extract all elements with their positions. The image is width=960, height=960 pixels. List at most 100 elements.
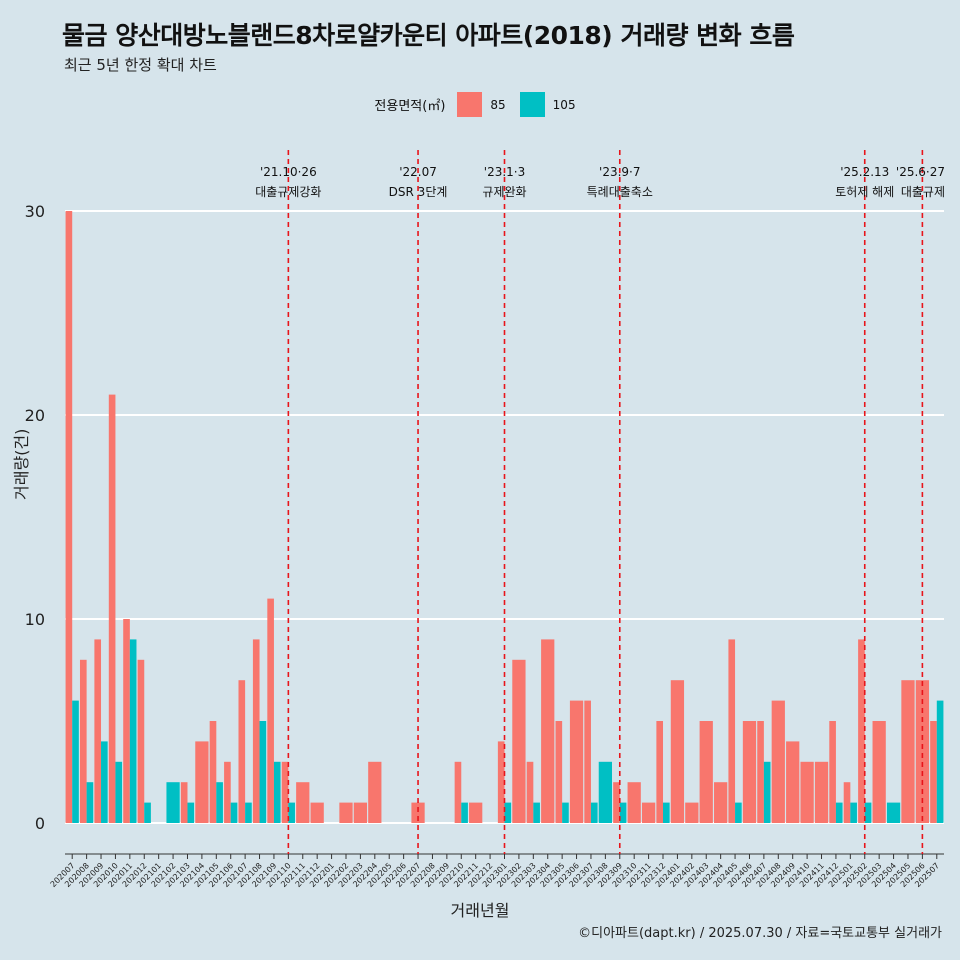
bar-105 (230, 802, 238, 823)
bar-85 (843, 782, 851, 823)
legend: 전용면적(㎡) 85 105 (0, 92, 960, 117)
bar-105 (273, 761, 281, 823)
bar-105 (259, 721, 267, 823)
bar-105 (461, 802, 468, 823)
event-date-label: '23.1·3 (484, 165, 525, 179)
bar-85 (872, 721, 886, 823)
bar-105 (936, 700, 944, 823)
bar-85 (368, 761, 382, 823)
bar-105 (115, 761, 123, 823)
event-label: 토허제 해제 (835, 185, 894, 199)
legend-label-85: 85 (490, 97, 506, 112)
bar-105 (504, 802, 512, 823)
bar-85 (901, 680, 915, 823)
bar-105 (245, 802, 252, 823)
bar-105 (72, 700, 79, 823)
bar-85 (627, 782, 641, 823)
bar-105 (598, 761, 612, 823)
bar-85 (858, 639, 865, 823)
y-tick-label: 0 (35, 814, 45, 833)
bar-85 (641, 802, 656, 823)
bar-85 (512, 659, 526, 823)
bar-105 (86, 782, 94, 823)
bar-85 (742, 721, 757, 823)
bar-85 (252, 639, 260, 823)
bar-85 (454, 761, 462, 823)
bar-85 (353, 802, 368, 823)
legend-title: 전용면적(㎡) (374, 99, 446, 114)
legend-key-85 (457, 92, 483, 117)
bar-85 (800, 761, 814, 823)
bar-85 (714, 782, 728, 823)
bar-85 (613, 782, 620, 823)
bar-85 (569, 700, 584, 823)
legend-key-105 (519, 92, 545, 117)
bar-85 (699, 721, 713, 823)
bar-85 (137, 659, 145, 823)
bar-85 (656, 721, 664, 823)
bar-85 (238, 680, 246, 823)
bar-105 (562, 802, 569, 823)
bar-85 (79, 659, 87, 823)
bar-105 (864, 802, 872, 823)
bar-105 (619, 802, 627, 823)
bar-85 (224, 761, 231, 823)
bar-85 (195, 741, 209, 823)
bar-85 (469, 802, 483, 823)
bar-105 (216, 782, 223, 823)
bar-85 (685, 802, 699, 823)
bar-85 (123, 619, 130, 823)
y-tick-label: 30 (25, 202, 45, 221)
event-label: 대출규제강화 (255, 185, 321, 199)
x-axis-label: 거래년월 (450, 901, 510, 920)
bar-85 (915, 680, 930, 823)
event-label: 규제완화 (482, 185, 526, 199)
bar-85 (296, 782, 310, 823)
event-date-label: '25.2.13 (840, 165, 889, 179)
bar-85 (786, 741, 800, 823)
bar-85 (771, 700, 785, 823)
chart-subtitle: 최근 5년 한정 확대 차트 (64, 56, 217, 74)
bar-85 (814, 761, 829, 823)
bar-105 (763, 761, 771, 823)
bar-85 (829, 721, 836, 823)
bar-105 (144, 802, 151, 823)
event-label: 특례대출축소 (587, 185, 653, 199)
bar-85 (108, 394, 116, 823)
chart-title: 물금 양산대방노블랜드8차로얄카운티 아파트(2018) 거래량 변화 흐름 (62, 21, 795, 50)
event-date-label: '21.10·26 (260, 165, 317, 179)
legend-label-105: 105 (552, 97, 576, 112)
bar-85 (209, 721, 217, 823)
bar-85 (180, 782, 188, 823)
bar-105 (850, 802, 857, 823)
bar-85 (728, 639, 736, 823)
bar-85 (339, 802, 353, 823)
bar-85 (555, 721, 563, 823)
bar-85 (497, 741, 505, 823)
bar-105 (663, 802, 670, 823)
event-label: DSR 3단계 (389, 185, 448, 199)
bar-105 (886, 802, 901, 823)
bar-85 (670, 680, 685, 823)
event-date-label: '22.07 (399, 165, 437, 179)
bar-85 (757, 721, 764, 823)
bar-105 (187, 802, 195, 823)
y-tick-label: 10 (25, 610, 45, 629)
bar-105 (590, 802, 598, 823)
bar-105 (533, 802, 540, 823)
bar-105 (288, 802, 295, 823)
bar-105 (166, 782, 180, 823)
source-caption: ©디아파트(dapt.kr) / 2025.07.30 / 자료=국토교통부 실… (578, 926, 942, 941)
y-axis-label: 거래량(건) (12, 428, 31, 500)
bar-105 (735, 802, 742, 823)
bar-85 (267, 598, 274, 823)
bar-105 (101, 741, 108, 823)
event-label: 대출규제 (901, 185, 945, 199)
bar-85 (310, 802, 324, 823)
bar-85 (65, 211, 73, 823)
bar-85 (541, 639, 555, 823)
bar-85 (94, 639, 102, 823)
event-date-label: '23.9·7 (599, 165, 640, 179)
